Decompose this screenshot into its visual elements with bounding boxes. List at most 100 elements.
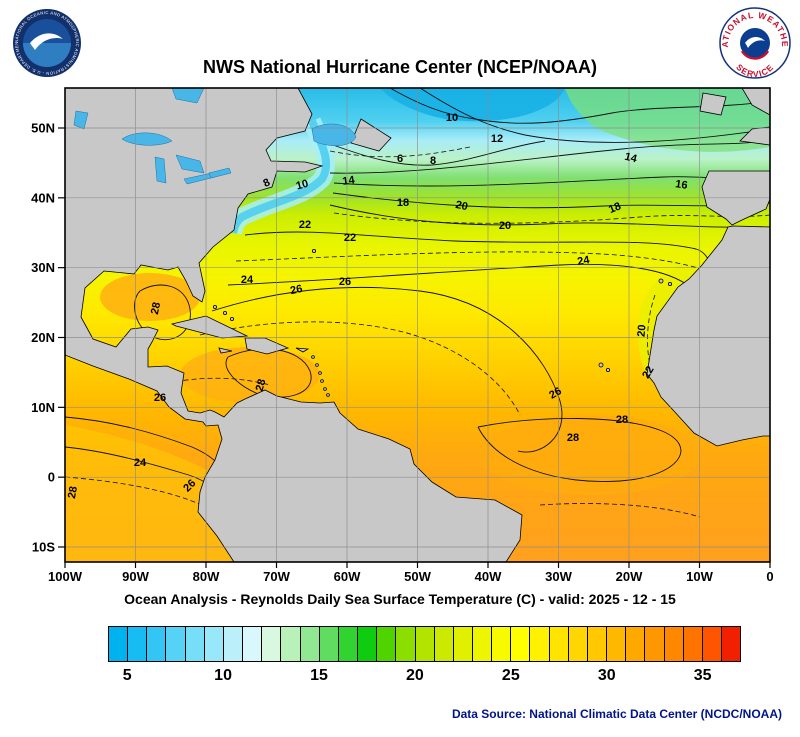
colorbar-segment bbox=[166, 627, 186, 661]
contour-label: 16 bbox=[675, 178, 689, 192]
contour-label: 14 bbox=[342, 174, 357, 188]
colorbar-segment bbox=[607, 627, 627, 661]
colorbar-segment bbox=[147, 627, 167, 661]
contour-label: 6 bbox=[397, 153, 403, 165]
contour-label: 12 bbox=[491, 133, 503, 145]
colorbar-segment bbox=[300, 627, 320, 661]
great-lakes bbox=[73, 88, 357, 185]
canary-island bbox=[668, 281, 673, 286]
colorbar-segment bbox=[377, 627, 397, 661]
colorbar-segment bbox=[128, 627, 148, 661]
x-axis-tick-label: 40W bbox=[475, 569, 502, 584]
lat-lon-grid bbox=[65, 88, 770, 562]
nws-logo-graphic: NATIONAL WEATHER SERVICE bbox=[719, 7, 791, 79]
colorbar-segment bbox=[338, 627, 359, 661]
contour-label: 28 bbox=[616, 414, 628, 426]
contour-label: 20 bbox=[499, 220, 511, 232]
contour-label: 28 bbox=[149, 301, 163, 315]
africa-landmass bbox=[646, 225, 770, 447]
contour-label: 24 bbox=[134, 457, 147, 469]
contour-label: 18 bbox=[397, 197, 409, 209]
colorbar-segment bbox=[453, 627, 473, 661]
colorbar-segment bbox=[223, 627, 244, 661]
cuba-island bbox=[170, 315, 249, 339]
y-axis-tick-label: 50N bbox=[31, 121, 55, 136]
contour-label: 14 bbox=[623, 151, 639, 166]
contour-label: 10 bbox=[446, 112, 458, 124]
guinea-warm-region bbox=[480, 415, 700, 495]
bermuda-island bbox=[311, 248, 316, 253]
jamaica-island bbox=[218, 347, 233, 354]
puerto-rico-island bbox=[295, 347, 310, 353]
james-bay bbox=[171, 88, 205, 104]
colorbar-tick-label: 30 bbox=[597, 667, 616, 684]
x-axis-tick-label: 30W bbox=[545, 569, 572, 584]
antilles-island bbox=[326, 393, 330, 397]
colorbar-segment bbox=[530, 627, 550, 661]
colorbar-segment bbox=[683, 627, 703, 661]
x-axis-tick-label: 100W bbox=[48, 569, 83, 584]
colorbar-tick-labels: 5 10 15 20 25 30 35 bbox=[108, 667, 741, 689]
americas-landmass bbox=[65, 88, 523, 562]
nws-logo-red-arc bbox=[740, 50, 770, 60]
noaa-logo-graphic: NATIONAL OCEANIC AND ATMOSPHERIC ADMINIS… bbox=[13, 9, 81, 77]
nws-gull-icon bbox=[745, 37, 765, 48]
contour-label: 26 bbox=[289, 283, 303, 297]
colorbar-segment bbox=[511, 627, 531, 661]
y-axis-tick-label: 20N bbox=[31, 330, 55, 345]
caribbean-warm-region bbox=[180, 347, 320, 403]
pacific-cool-tongue bbox=[65, 425, 234, 562]
antilles-island bbox=[323, 387, 327, 391]
contour-label: 26 bbox=[154, 392, 166, 404]
y-axis-tick-label: 10S bbox=[32, 539, 55, 554]
colorbar-segment bbox=[262, 627, 282, 661]
cape-verde-island bbox=[598, 362, 604, 368]
contour-label: 8 bbox=[430, 155, 436, 167]
colorbar-tick-label: 35 bbox=[693, 667, 712, 684]
colorbar-segment bbox=[281, 627, 301, 661]
contour-label: 26 bbox=[339, 276, 351, 288]
sst-analysis-map: 10 12 6 8 14 16 8 10 14 18 20 18 20 22 22 24 24 26 26 28 20 2… bbox=[31, 87, 774, 584]
contour-label: 8 bbox=[261, 177, 272, 190]
lake-ontario bbox=[208, 167, 232, 179]
brittany-landmass bbox=[739, 126, 770, 146]
lake-michigan bbox=[154, 156, 167, 184]
contour-label: 28 bbox=[66, 485, 80, 499]
antilles-island bbox=[318, 371, 322, 375]
colorbar-segment bbox=[415, 627, 435, 661]
colorbar-tick-label: 5 bbox=[122, 667, 132, 684]
colorbar-tick-label: 20 bbox=[405, 667, 424, 684]
gulf-warm-region bbox=[100, 273, 200, 321]
ireland-island bbox=[699, 92, 727, 116]
colorbar-segment bbox=[702, 627, 722, 661]
x-axis-tick-label: 20W bbox=[616, 569, 643, 584]
contour-label: 24 bbox=[241, 274, 254, 286]
contour-label: 28 bbox=[254, 378, 269, 393]
colorbar-tick-label: 25 bbox=[501, 667, 520, 684]
noaa-gull-icon bbox=[30, 33, 63, 50]
lake-huron bbox=[175, 154, 205, 174]
colorbar-segment bbox=[204, 627, 224, 661]
gulf-of-st-lawrence bbox=[311, 123, 357, 146]
contour-label: 26 bbox=[547, 385, 564, 402]
x-axis-tick-label: 60W bbox=[334, 569, 361, 584]
contour-label: 22 bbox=[344, 232, 356, 244]
colorbar-segment bbox=[185, 627, 205, 661]
bahamas-island bbox=[229, 316, 234, 321]
contour-label: 20 bbox=[454, 199, 468, 213]
canary-island bbox=[658, 278, 664, 284]
antilles-island bbox=[315, 363, 319, 367]
intermediate-contours bbox=[65, 146, 770, 522]
x-axis-tick-label: 90W bbox=[122, 569, 149, 584]
contour-label: 24 bbox=[576, 254, 591, 268]
contour-label: 22 bbox=[640, 364, 657, 381]
y-axis-tick-label: 30N bbox=[31, 260, 55, 275]
colorbar-segment bbox=[587, 627, 608, 661]
nws-logo-center-circle bbox=[740, 28, 770, 58]
colorbar-segment bbox=[319, 627, 339, 661]
x-axis-tick-label: 50W bbox=[404, 569, 431, 584]
antilles-island bbox=[311, 355, 315, 359]
colorbar-segment bbox=[568, 627, 588, 661]
contour-label: 10 bbox=[295, 178, 310, 193]
colorbar-segment bbox=[626, 627, 646, 661]
